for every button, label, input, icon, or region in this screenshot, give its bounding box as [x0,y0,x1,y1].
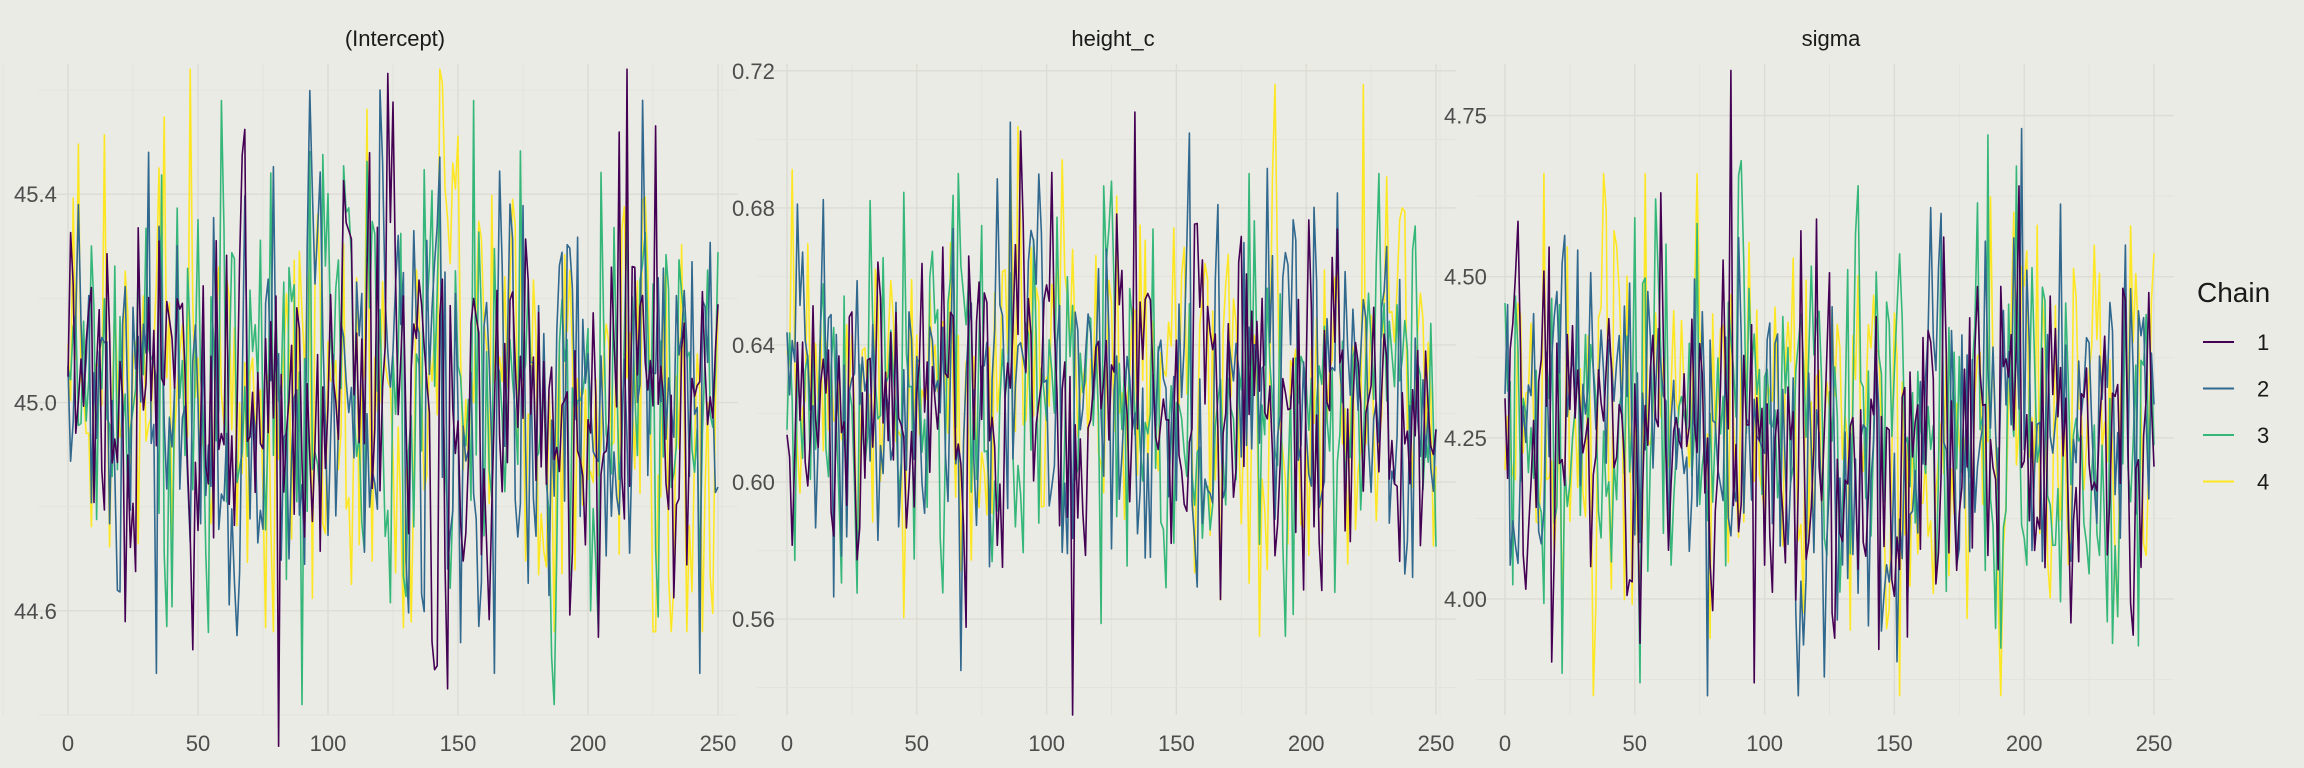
x-tick-label: 250 [2136,731,2173,756]
x-tick-label: 200 [2006,731,2043,756]
legend-item: 1 [2203,330,2269,355]
x-tick-label: 50 [905,731,929,756]
y-tick-label: 4.75 [1444,104,1487,129]
y-tick-label: 4.00 [1444,587,1487,612]
legend-label: 4 [2257,470,2269,495]
y-tick-label: 45.0 [14,391,57,416]
y-tick-label: 44.6 [14,599,57,624]
legend-item: 2 [2203,377,2269,402]
x-tick-label: 150 [1876,731,1913,756]
y-tick-label: 0.60 [732,470,775,495]
y-tick-label: 45.4 [14,182,57,207]
panel-title: (Intercept) [345,26,445,51]
chain-1-trace [786,111,1437,716]
legend-title: Chain [2197,277,2270,308]
x-tick-label: 250 [700,731,737,756]
x-tick-label: 50 [1623,731,1647,756]
x-tick-label: 0 [781,731,793,756]
x-tick-label: 150 [1158,731,1195,756]
panel-title: sigma [1802,26,1861,51]
legend-label: 1 [2257,330,2269,355]
panel-title: height_c [1071,26,1154,51]
x-tick-label: 150 [440,731,477,756]
legend-label: 2 [2257,377,2269,402]
chain-1-trace [1504,69,2155,684]
legend-label: 3 [2257,423,2269,448]
chain-2-trace [67,89,719,675]
legend-item: 4 [2203,470,2269,495]
x-tick-label: 200 [570,731,607,756]
y-tick-label: 0.56 [732,607,775,632]
x-tick-label: 100 [1746,731,1783,756]
legend: Chain 1 2 3 4 [2197,277,2270,495]
y-tick-label: 0.68 [732,196,775,221]
chain-1-trace [67,68,719,747]
x-tick-label: 200 [1288,731,1325,756]
legend-item: 3 [2203,423,2269,448]
chain-2-trace [1504,127,2155,697]
chain-3-trace [1504,134,2155,684]
x-tick-label: 250 [1418,731,1455,756]
panel-2: height_c 0.56 0.60 0.64 0.68 0.72 0 50 100 150 200… [721,26,1456,756]
x-tick-label: 0 [1499,731,1511,756]
x-tick-label: 100 [310,731,347,756]
y-tick-label: 4.25 [1444,426,1487,451]
panels-layer: (Intercept)44.645.045.40 50 100 150 200 250he… [2,26,2174,756]
x-tick-label: 0 [62,731,74,756]
x-tick-label: 50 [186,731,210,756]
y-tick-label: 0.72 [732,59,775,84]
x-tick-label: 100 [1028,731,1065,756]
panel-3: sigma 4.00 4.25 4.50 4.75 0 50 100 150 200 250 [1439,26,2174,756]
y-tick-label: 0.64 [732,333,775,358]
panel-1: (Intercept) 44.6 45.0 45.4 0 50 100 150 200 250 [2,26,738,756]
y-tick-label: 4.50 [1444,265,1487,290]
